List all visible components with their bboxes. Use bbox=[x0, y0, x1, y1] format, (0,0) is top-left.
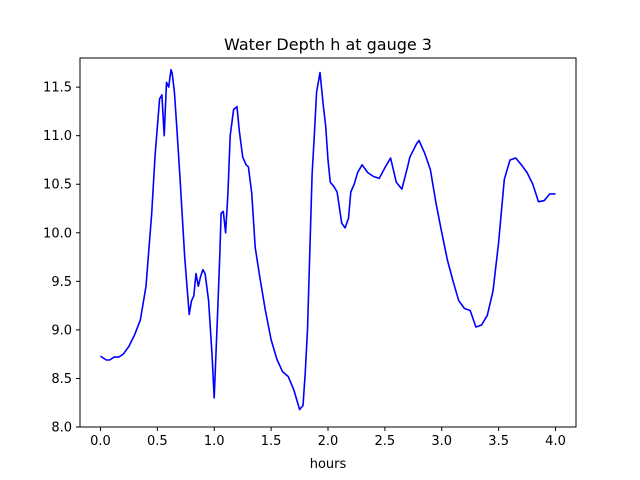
y-tick-label: 11.0 bbox=[43, 129, 72, 144]
x-axis: 0.0 0.5 1.0 1.5 2.0 2.5 3.0 3.5 4.0 bbox=[90, 427, 566, 449]
y-tick-label: 9.5 bbox=[51, 275, 72, 290]
x-tick-label: 3.0 bbox=[431, 434, 452, 449]
x-tick-label: 3.5 bbox=[488, 434, 509, 449]
plot-frame bbox=[79, 57, 577, 428]
plot-layer bbox=[100, 68, 556, 411]
y-tick-label: 8.5 bbox=[51, 372, 72, 387]
x-tick-label: 1.5 bbox=[261, 434, 282, 449]
y-axis: 8.0 8.5 9.0 9.5 10.0 10.5 11.0 11.5 bbox=[43, 81, 80, 436]
x-tick-label: 2.0 bbox=[318, 434, 339, 449]
series-line bbox=[100, 68, 556, 411]
y-tick-label: 10.0 bbox=[43, 226, 72, 241]
x-tick-label: 4.0 bbox=[545, 434, 566, 449]
y-tick-label: 9.0 bbox=[51, 323, 72, 338]
y-tick-label: 10.5 bbox=[43, 178, 72, 193]
x-tick-label: 0.5 bbox=[147, 434, 168, 449]
x-axis-label: hours bbox=[310, 457, 347, 472]
x-tick-label: 2.5 bbox=[375, 434, 396, 449]
chart-title: Water Depth h at gauge 3 bbox=[224, 35, 432, 54]
x-tick-label: 1.0 bbox=[204, 434, 225, 449]
y-tick-label: 11.5 bbox=[43, 81, 72, 96]
y-tick-label: 8.0 bbox=[51, 421, 72, 436]
x-tick-label: 0.0 bbox=[90, 434, 111, 449]
